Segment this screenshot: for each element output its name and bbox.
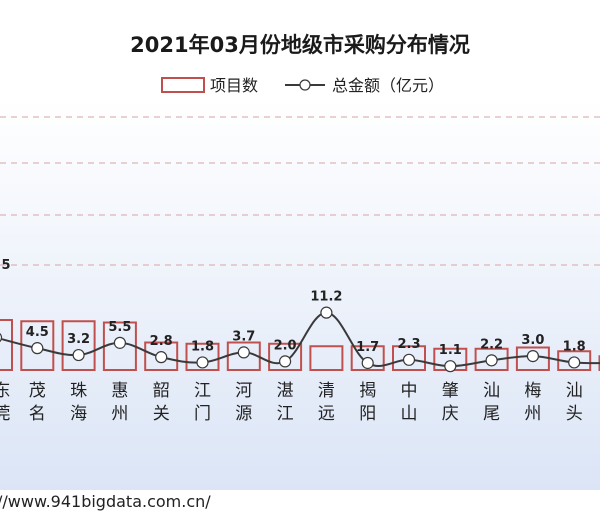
line-point-7 bbox=[279, 355, 292, 368]
line-point-3 bbox=[113, 336, 127, 349]
category-label-13-char-1: 州 bbox=[524, 404, 541, 424]
category-label-6-char-0: 河 bbox=[235, 381, 252, 401]
bar-5 bbox=[185, 342, 220, 371]
category-label-0-char-0: 东 bbox=[0, 381, 11, 401]
category-label-2-char-0: 珠 bbox=[70, 381, 87, 401]
line-point-9 bbox=[361, 356, 374, 370]
bar-12 bbox=[474, 347, 509, 371]
category-label-6-char-1: 源 bbox=[235, 404, 252, 424]
value-labels: 5 4.5 3.2 5.5 2.8 1.8 3.7 2.0 11.2 1.7 2.3 1.1 2.2 3.… bbox=[1, 258, 585, 358]
value-label-6: 3.7 bbox=[232, 329, 255, 344]
category-label-3-char-0: 惠 bbox=[111, 381, 128, 401]
value-label-4: 2.8 bbox=[150, 334, 173, 349]
category-label-5-char-0: 江 bbox=[194, 381, 211, 401]
plot-background bbox=[0, 100, 600, 490]
source-url: //www.941bigdata.com.cn/ bbox=[0, 492, 211, 511]
value-label-8: 11.2 bbox=[310, 290, 342, 305]
legend-bar-label: 项目数 bbox=[210, 76, 258, 95]
value-label-2: 3.2 bbox=[67, 332, 90, 347]
bar-9 bbox=[350, 345, 385, 371]
category-label-7-char-0: 湛 bbox=[277, 381, 294, 401]
category-label-4-char-1: 关 bbox=[153, 404, 170, 424]
line-point-14 bbox=[568, 356, 581, 369]
line-point-12 bbox=[485, 354, 498, 367]
category-label-14-char-1: 头 bbox=[566, 404, 583, 424]
value-label-14: 1.8 bbox=[563, 339, 586, 354]
value-label-13: 3.0 bbox=[521, 333, 544, 348]
category-label-1-char-1: 名 bbox=[29, 404, 46, 424]
category-label-5-char-1: 门 bbox=[194, 404, 211, 424]
value-label-5: 1.8 bbox=[191, 339, 214, 354]
category-label-1-char-0: 茂 bbox=[29, 381, 46, 401]
category-label-13-char-0: 梅 bbox=[524, 381, 541, 401]
value-label-7: 2.0 bbox=[274, 338, 297, 353]
legend-line-label: 总金额（亿元） bbox=[332, 76, 444, 95]
category-label-2-char-1: 海 bbox=[70, 404, 87, 424]
category-label-3-char-1: 州 bbox=[111, 404, 128, 424]
line-series-markers bbox=[0, 306, 581, 373]
chart-title: 2021年03月份地级市采购分布情况 bbox=[130, 33, 470, 57]
line-point-10 bbox=[402, 353, 416, 366]
category-label-12-char-1: 尾 bbox=[483, 404, 500, 424]
line-point-13 bbox=[526, 350, 540, 363]
category-label-11-char-1: 庆 bbox=[442, 404, 459, 424]
category-label-7-char-1: 江 bbox=[277, 404, 294, 424]
category-label-10-char-1: 山 bbox=[401, 404, 418, 424]
line-point-0 bbox=[0, 332, 3, 343]
category-label-0-char-1: 莞 bbox=[0, 404, 11, 424]
value-label-11: 1.1 bbox=[439, 343, 462, 358]
legend-bar-swatch bbox=[161, 77, 205, 93]
line-point-5 bbox=[196, 356, 209, 369]
bar-7 bbox=[268, 342, 303, 371]
bar-2 bbox=[61, 320, 96, 371]
value-label-1: 4.5 bbox=[26, 325, 49, 340]
bar-4 bbox=[144, 341, 179, 371]
line-point-1 bbox=[31, 342, 44, 355]
bar-10 bbox=[392, 345, 426, 371]
value-label-0: 5 bbox=[1, 258, 10, 273]
category-label-14-char-0: 汕 bbox=[566, 381, 583, 401]
category-label-12-char-0: 汕 bbox=[483, 381, 500, 401]
value-label-3: 5.5 bbox=[108, 320, 131, 335]
bar-1 bbox=[20, 320, 55, 371]
value-label-10: 2.3 bbox=[397, 337, 420, 352]
category-label-4-char-0: 韶 bbox=[153, 381, 170, 401]
legend: 项目数 总金额（亿元） bbox=[161, 76, 444, 95]
category-label-8-char-1: 远 bbox=[318, 404, 335, 424]
value-label-12: 2.2 bbox=[480, 337, 503, 352]
line-point-2 bbox=[72, 348, 85, 362]
category-label-11-char-0: 肇 bbox=[442, 381, 459, 401]
line-point-6 bbox=[237, 346, 250, 359]
category-label-9-char-1: 阳 bbox=[359, 404, 376, 424]
category-label-10-char-0: 中 bbox=[401, 381, 418, 401]
bar-0 bbox=[0, 319, 13, 371]
line-series-path bbox=[0, 311, 600, 368]
gridlines bbox=[0, 116, 600, 266]
line-point-8 bbox=[320, 306, 333, 319]
line-point-11 bbox=[444, 360, 457, 373]
line-point-4 bbox=[155, 351, 168, 364]
bar-8 bbox=[309, 345, 344, 371]
category-label-8-char-0: 清 bbox=[318, 381, 335, 401]
legend-line-marker bbox=[299, 79, 311, 91]
value-label-9: 1.7 bbox=[356, 340, 379, 355]
category-label-9-char-0: 揭 bbox=[359, 381, 376, 401]
